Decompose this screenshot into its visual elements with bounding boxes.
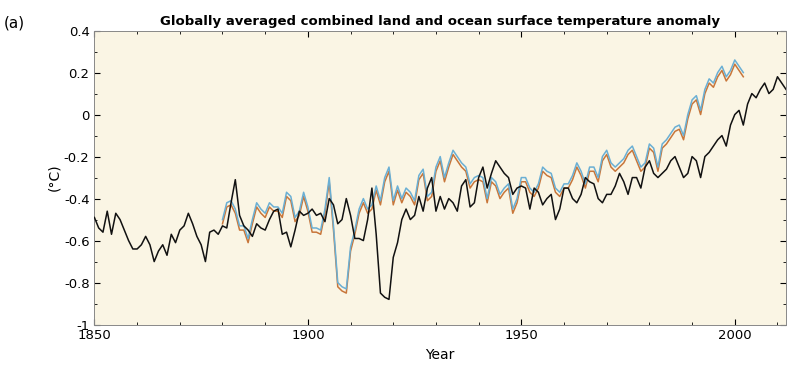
Y-axis label: (°C): (°C): [47, 164, 61, 192]
Text: (a): (a): [4, 15, 25, 30]
X-axis label: Year: Year: [425, 348, 455, 362]
Title: Globally averaged combined land and ocean surface temperature anomaly: Globally averaged combined land and ocea…: [160, 15, 720, 28]
